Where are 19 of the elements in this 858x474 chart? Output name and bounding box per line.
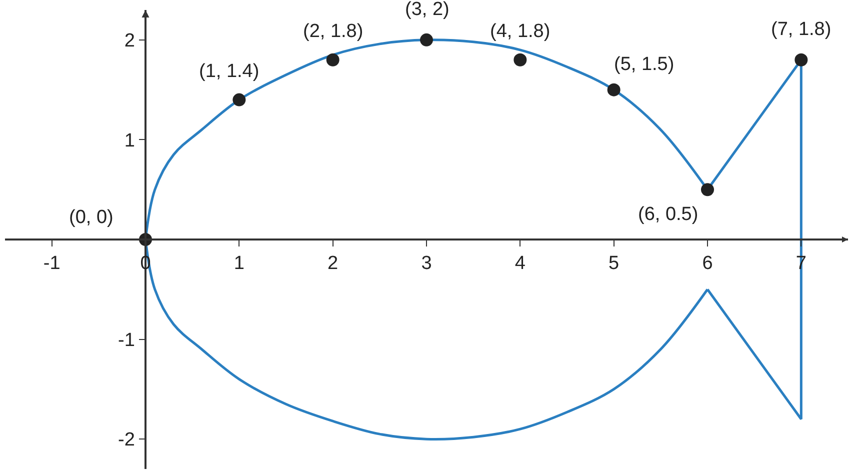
y-tick-label: -2 — [118, 430, 135, 451]
annotation: (6, 0.5) — [638, 204, 698, 225]
x-tick-label: -1 — [43, 253, 60, 274]
x-tick-label: 3 — [421, 253, 432, 274]
annotation: (2, 1.8) — [303, 21, 364, 42]
y-tick-label: -1 — [118, 330, 135, 351]
annotation: (3, 2) — [405, 0, 450, 20]
annotation: (7, 1.8) — [771, 19, 832, 40]
annotation: (0, 0) — [69, 207, 114, 228]
x-tick-label: 1 — [234, 253, 244, 274]
x-tick-label: 5 — [608, 253, 620, 274]
y-tick-label: 2 — [124, 30, 135, 52]
x-tick-label: 6 — [702, 253, 713, 274]
annotation: (5, 1.5) — [614, 54, 674, 75]
x-tick-label: 4 — [514, 253, 526, 274]
x-tick-label: 2 — [328, 253, 338, 274]
annotation: (1, 1.4) — [199, 61, 260, 82]
annotation: (4, 1.8) — [490, 21, 550, 42]
y-tick-label: 1 — [124, 130, 135, 152]
